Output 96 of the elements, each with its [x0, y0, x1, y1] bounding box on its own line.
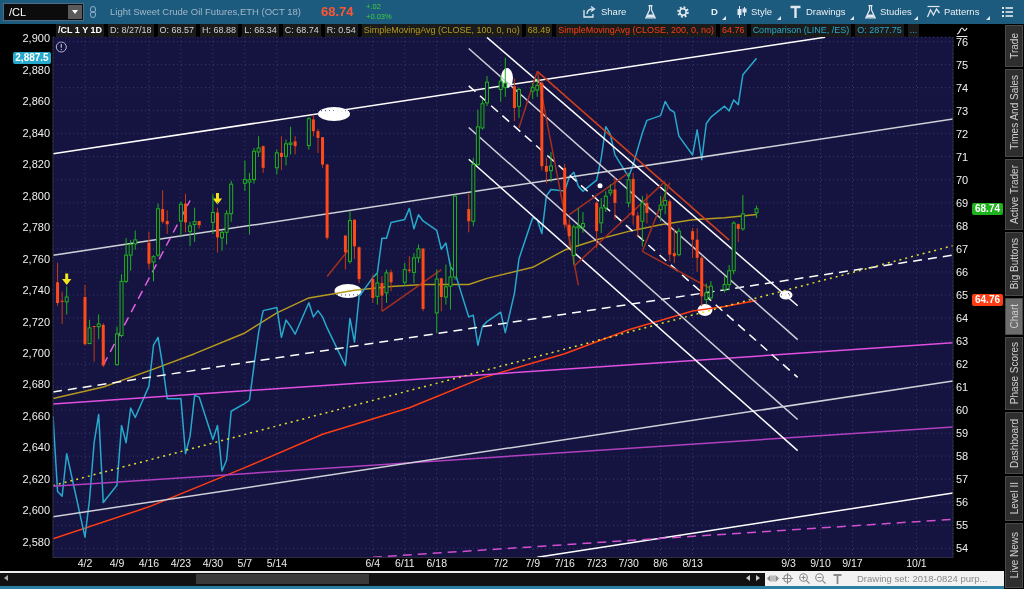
tab: Chart — [1005, 298, 1023, 335]
text: L: 68.34 — [242, 24, 279, 37]
y-tick-label: 61 — [956, 380, 969, 393]
y2-tick-label: 2,740 — [22, 284, 50, 297]
text: C: 68.74 — [282, 24, 321, 37]
y-tick-label: 67 — [956, 242, 969, 255]
tab: Times And Sales — [1005, 68, 1023, 157]
tab: Trade — [1005, 25, 1023, 67]
y-tick-label: 66 — [956, 265, 969, 278]
text: H: 68.88 — [200, 24, 239, 37]
x-tick-label: 7/23 — [586, 556, 608, 569]
x-tick-label: 7/9 — [525, 556, 541, 569]
x-tick-label: 6/11 — [394, 556, 415, 569]
status-bar: Drawing set: 2018-0824 purp... — [765, 571, 1004, 586]
text: 68.49 — [525, 24, 553, 37]
text: ... — [907, 24, 920, 37]
tab: Phase Scores — [1005, 337, 1023, 410]
y-tick-label: 75 — [956, 58, 969, 71]
text: 68.74 — [972, 202, 1003, 215]
x-tick-label: 8/6 — [653, 556, 669, 569]
text: 64.76 — [972, 294, 1003, 307]
chart-subtitle: /CL 1 Y 1D — [56, 24, 105, 37]
y-tick-label: 68 — [956, 219, 969, 232]
y2-tick-label: 2,660 — [22, 409, 50, 422]
y-tick-label: 58 — [956, 450, 969, 463]
text: 68.74 — [321, 3, 354, 21]
text: Drawings — [806, 5, 846, 19]
y-tick-label: 57 — [956, 473, 969, 486]
x-tick-label: 4/2 — [77, 556, 93, 569]
y-tick-label: 70 — [956, 173, 969, 186]
text: Comparison (LINE, /ES) — [750, 24, 852, 37]
y-tick-label: 72 — [956, 127, 969, 140]
tab: Active Trader — [1005, 159, 1023, 230]
y-tick-label: 64 — [956, 311, 969, 324]
y2-tick-label: 2,620 — [22, 472, 50, 485]
y-tick-label: 74 — [956, 81, 969, 94]
y-tick-label: 69 — [956, 196, 969, 209]
text: D: 8/27/18 — [108, 24, 154, 37]
y-tick-label: 56 — [956, 496, 969, 509]
text: O: 68.57 — [157, 24, 197, 37]
x-tick-label: 6/18 — [426, 556, 448, 569]
y2-tick-label: 2,680 — [22, 378, 50, 391]
text: D — [711, 5, 718, 19]
y-tick-label: 54 — [956, 542, 969, 555]
y2-tick-label: 2,780 — [22, 221, 50, 234]
text: Studies — [880, 5, 912, 19]
text: SimpleMovingAvg (CLOSE, 100, 0, no) — [361, 24, 522, 37]
x-tick-label: 9/10 — [810, 556, 831, 569]
y2-tick-label: 2,760 — [22, 252, 50, 265]
text: Style — [751, 5, 773, 19]
text: 64.76 — [720, 24, 747, 37]
y-tick-label: 76 — [956, 35, 969, 48]
y2-tick-label: 2,720 — [22, 315, 50, 328]
text: R: 0.54 — [324, 24, 358, 37]
x-tick-label: 9/3 — [781, 556, 796, 569]
y-tick-label: 62 — [956, 357, 969, 370]
y-tick-label: 60 — [956, 404, 969, 417]
x-tick-label: 4/16 — [138, 556, 160, 569]
chart-title: Light Sweet Crude Oil Futures,ETH (OCT 18) — [110, 5, 301, 19]
y-tick-label: 55 — [956, 519, 969, 532]
x-tick-label: 4/23 — [170, 556, 192, 569]
y-tick-label: 71 — [956, 150, 969, 163]
y-tick-label: 73 — [956, 104, 969, 117]
x-tick-label: 8/13 — [682, 556, 703, 569]
text: O: 2877.75 — [855, 24, 904, 37]
x-tick-label: 7/30 — [618, 556, 640, 569]
y-tick-label: 63 — [956, 334, 969, 347]
y-tick-label: 65 — [956, 288, 969, 301]
y2-tick-label: 2,700 — [22, 346, 50, 359]
x-tick-label: 7/16 — [554, 556, 576, 569]
tab: Level II — [1005, 476, 1023, 521]
y-tick-label: 59 — [956, 427, 969, 440]
y2-tick-label: 2,880 — [22, 63, 50, 76]
tab: Big Buttons — [1005, 232, 1023, 296]
y2-tick-label: 2,820 — [22, 158, 50, 171]
x-tick-label: 10/1 — [906, 556, 927, 569]
y2-tick-label: 2,840 — [22, 126, 50, 139]
y2-tick-label: 2,640 — [22, 441, 50, 454]
x-tick-label: 5/7 — [237, 556, 253, 569]
y2-tick-label: 2,800 — [22, 189, 50, 202]
y2-tick-label: 2,600 — [22, 504, 50, 517]
text: Patterns — [944, 5, 980, 19]
y2-tick-label: 2,580 — [22, 535, 50, 548]
tab: Live News — [1005, 523, 1023, 588]
x-tick-label: 6/4 — [365, 556, 381, 569]
text: Share — [601, 5, 627, 19]
x-tick-label: 4/9 — [109, 556, 125, 569]
text: 2,887.5 — [13, 52, 51, 65]
x-tick-label: 5/14 — [266, 556, 288, 569]
y2-tick-label: 2,900 — [22, 32, 50, 45]
x-tick-label: 7/2 — [493, 556, 509, 569]
y2-tick-label: 2,860 — [22, 95, 50, 108]
text: SimpleMovingAvg (CLOSE, 200, 0, no) — [556, 24, 717, 37]
x-tick-label: 9/17 — [842, 556, 863, 569]
x-tick-label: 4/30 — [202, 556, 224, 569]
tab: Dashboard — [1005, 412, 1023, 474]
